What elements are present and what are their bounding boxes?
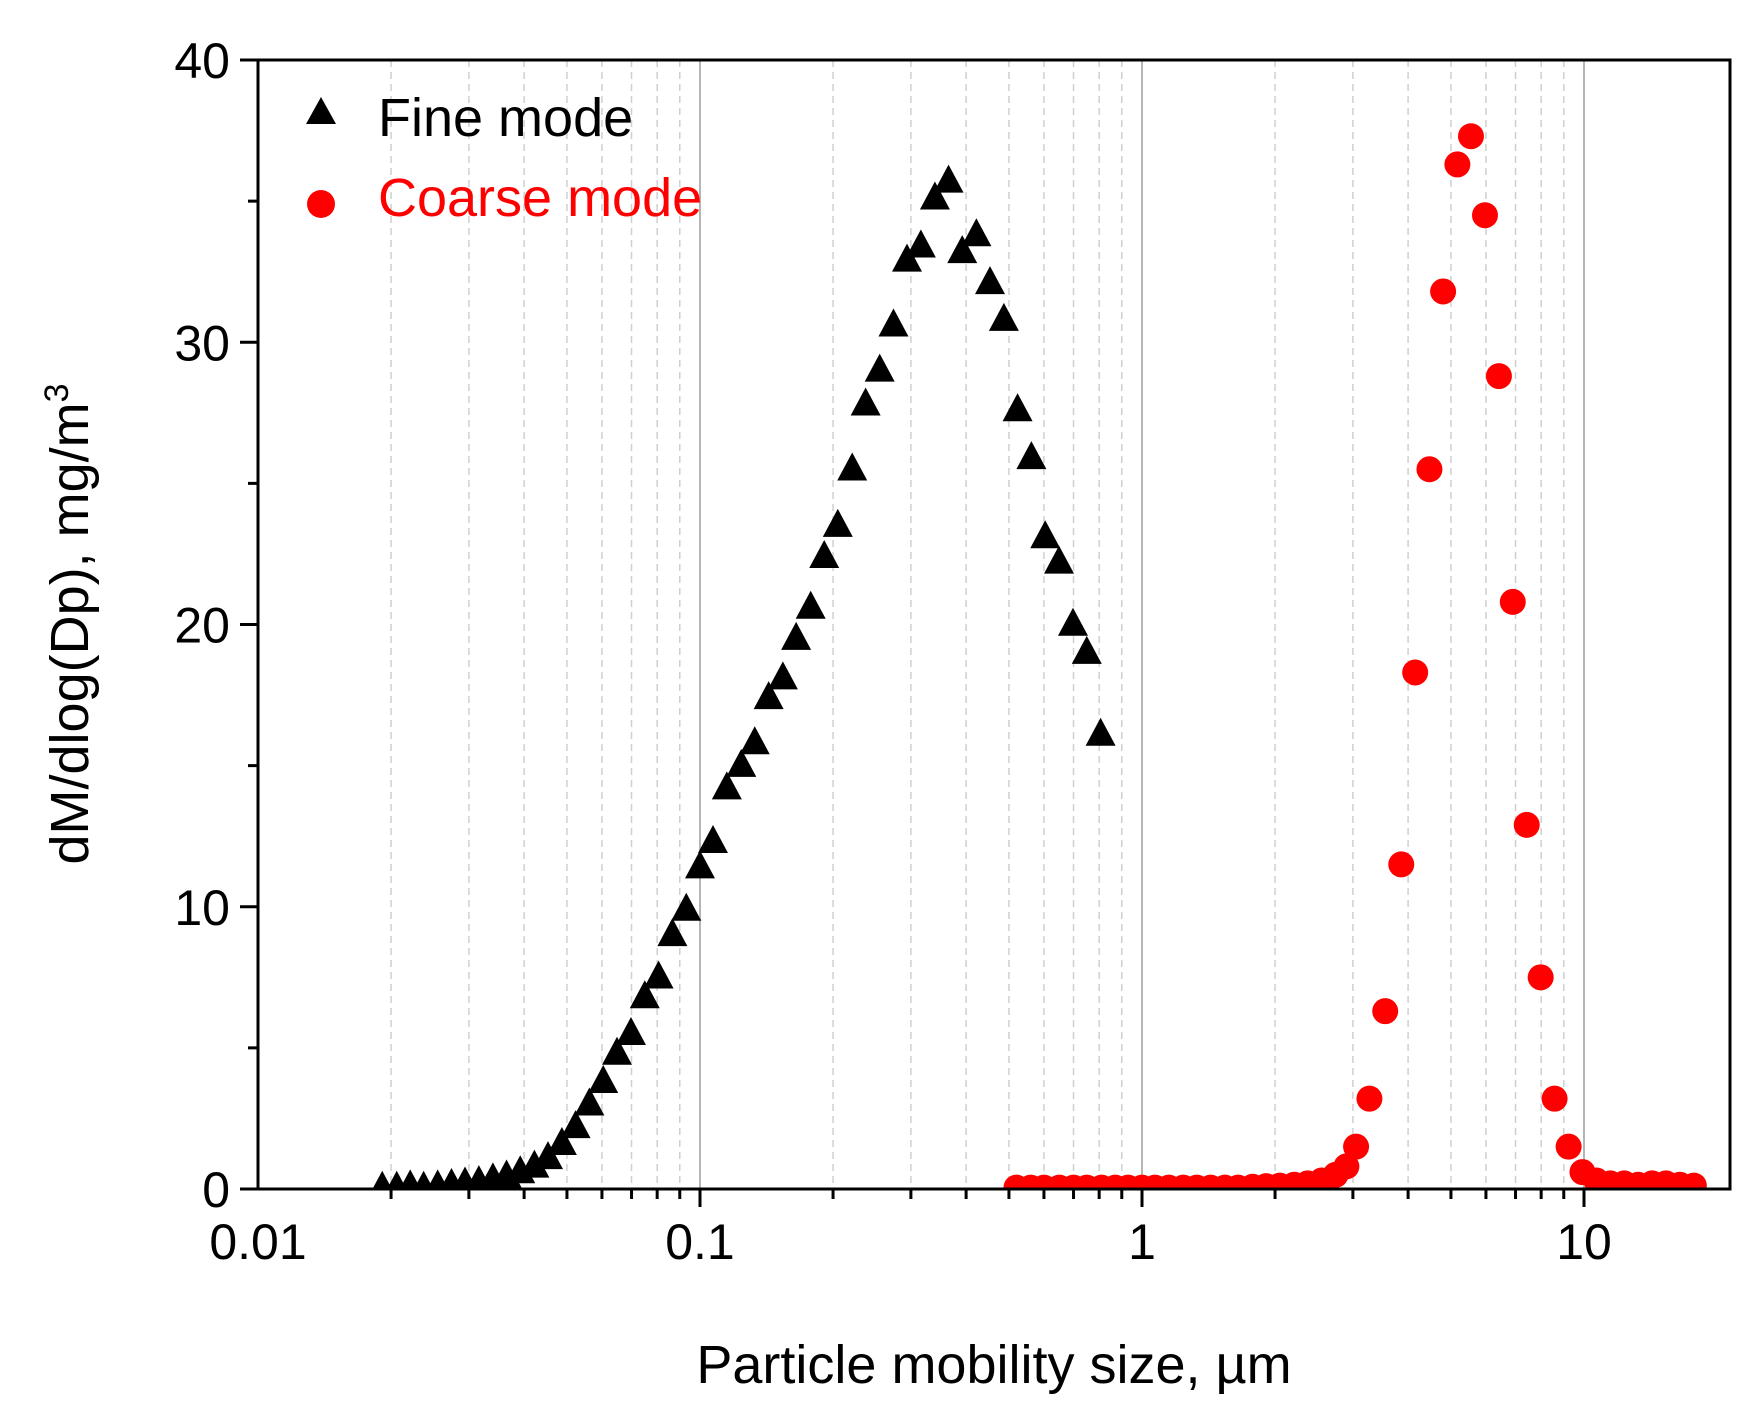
fine-mode-point bbox=[822, 508, 853, 537]
fine-mode-point bbox=[602, 1036, 633, 1065]
axis-ticks: 0.01 0.1 1 10 0 10 20 30 40 bbox=[174, 33, 1611, 1270]
coarse-mode-point bbox=[1372, 998, 1399, 1025]
fine-mode-point bbox=[399, 1169, 421, 1189]
fine-mode-point bbox=[1044, 545, 1075, 574]
coarse-mode-point bbox=[1680, 1172, 1707, 1189]
fine-mode-point bbox=[413, 1170, 434, 1189]
coarse-mode-point bbox=[1541, 1085, 1568, 1112]
x-tick-label: 10 bbox=[1556, 1214, 1612, 1270]
fine-mode-point bbox=[947, 235, 978, 264]
coarse-mode-point bbox=[1430, 278, 1457, 305]
fine-mode-point bbox=[372, 1170, 392, 1189]
fine-mode-point bbox=[739, 726, 770, 755]
fine-mode-point bbox=[767, 661, 798, 690]
fine-mode-point bbox=[933, 164, 964, 193]
fine-mode-point bbox=[697, 825, 728, 854]
x-tick-label: 0.1 bbox=[665, 1214, 735, 1270]
y-tick-label: 40 bbox=[174, 33, 230, 89]
y-tick-label: 10 bbox=[174, 880, 230, 936]
grid-lines bbox=[390, 60, 1585, 1189]
fine-mode-point bbox=[753, 681, 784, 710]
fine-mode-point bbox=[657, 918, 688, 947]
fine-mode-point bbox=[546, 1127, 577, 1156]
fine-mode-point bbox=[850, 387, 881, 416]
y-axis-title: dM/dlog(Dp), mg/m3 bbox=[38, 383, 100, 864]
coarse-mode-point bbox=[1513, 811, 1540, 838]
fine-mode-point bbox=[671, 892, 702, 921]
coarse-mode-point bbox=[1343, 1133, 1370, 1160]
coarse-mode-point bbox=[1388, 851, 1415, 878]
fine-mode-point bbox=[1002, 393, 1033, 422]
legend-triangle-marker bbox=[306, 97, 336, 124]
fine-mode-point bbox=[532, 1141, 563, 1170]
data-points bbox=[372, 123, 1707, 1189]
fine-mode-point bbox=[615, 1016, 646, 1045]
fine-mode-point bbox=[837, 452, 868, 481]
coarse-mode-point bbox=[1485, 363, 1512, 390]
coarse-mode-point bbox=[1457, 123, 1484, 150]
fine-mode-point bbox=[919, 181, 950, 210]
y-tick-label: 0 bbox=[202, 1162, 230, 1218]
fine-mode-point bbox=[1057, 607, 1088, 636]
fine-mode-point bbox=[711, 771, 742, 800]
fine-mode-point bbox=[519, 1149, 550, 1178]
fine-mode-point bbox=[726, 748, 757, 777]
fine-mode-point bbox=[574, 1087, 605, 1116]
x-tick-label: 1 bbox=[1128, 1214, 1156, 1270]
fine-mode-point bbox=[629, 980, 660, 1009]
plot-frame bbox=[256, 58, 1732, 1191]
coarse-mode-point bbox=[1527, 964, 1554, 991]
fine-mode-point bbox=[892, 243, 923, 272]
fine-mode-point bbox=[1085, 717, 1116, 746]
fine-mode-point bbox=[781, 621, 812, 650]
fine-mode-point bbox=[685, 850, 715, 879]
fine-mode-point bbox=[560, 1110, 591, 1139]
fine-mode-point bbox=[795, 590, 826, 619]
y-axis-title-main: dM/dlog(Dp), mg/m bbox=[40, 402, 100, 864]
coarse-mode-point bbox=[1402, 659, 1429, 686]
fine-mode-point bbox=[386, 1170, 407, 1189]
legend-label-coarse: Coarse mode bbox=[378, 168, 702, 228]
fine-mode-point bbox=[961, 218, 992, 247]
fine-mode-point bbox=[905, 229, 936, 258]
y-tick-label: 30 bbox=[174, 315, 230, 371]
x-axis-title: Particle mobility size, µm bbox=[696, 1335, 1291, 1395]
y-axis-title-superscript: 3 bbox=[38, 383, 76, 402]
fine-mode-point bbox=[1071, 635, 1102, 664]
legend-circle-marker bbox=[307, 190, 335, 218]
coarse-mode-point bbox=[1416, 456, 1443, 483]
coarse-mode-point bbox=[1499, 588, 1526, 615]
fine-mode-point bbox=[864, 353, 895, 382]
coarse-mode-point bbox=[1555, 1133, 1582, 1160]
fine-mode-point bbox=[1016, 441, 1047, 470]
fine-mode-point bbox=[588, 1064, 619, 1093]
fine-mode-point bbox=[643, 960, 674, 989]
coarse-mode-point bbox=[1333, 1153, 1360, 1180]
coarse-mode-point bbox=[1471, 202, 1498, 229]
legend: Fine mode Coarse mode bbox=[306, 88, 702, 228]
fine-mode-point bbox=[974, 266, 1005, 295]
legend-label-fine: Fine mode bbox=[378, 88, 633, 148]
fine-mode-point bbox=[988, 302, 1019, 331]
fine-mode-point bbox=[878, 308, 909, 337]
coarse-mode-point bbox=[1356, 1085, 1383, 1112]
coarse-mode-point bbox=[1444, 151, 1471, 178]
y-tick-label: 20 bbox=[174, 598, 230, 654]
fine-mode-point bbox=[1030, 520, 1061, 549]
fine-mode-point bbox=[809, 539, 840, 568]
x-tick-label: 0.01 bbox=[209, 1214, 306, 1270]
